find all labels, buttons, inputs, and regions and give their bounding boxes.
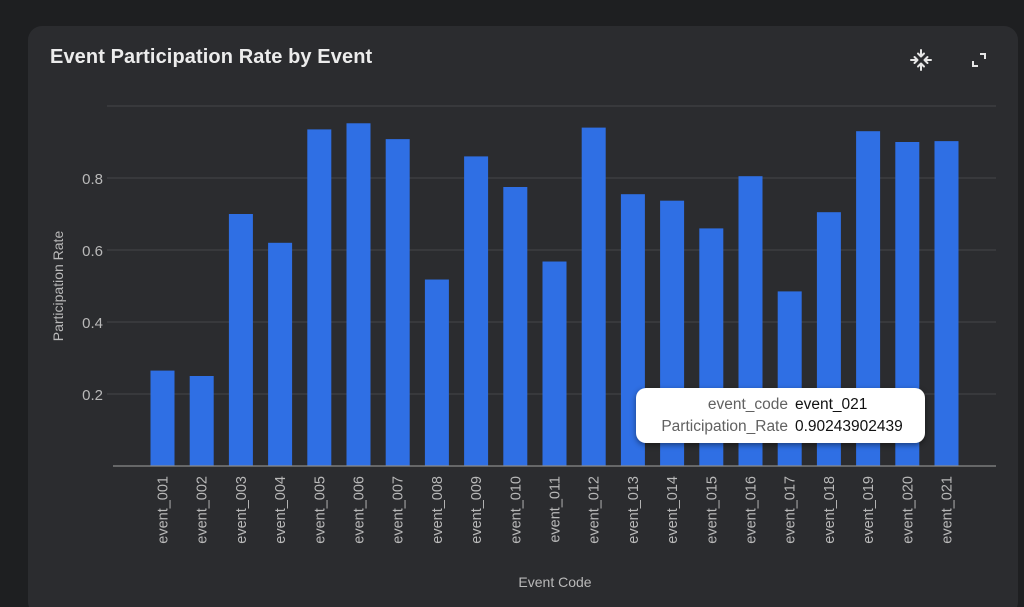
fullscreen-icon[interactable]	[965, 46, 993, 74]
x-tick-label: event_005	[312, 476, 328, 544]
bar[interactable]	[464, 156, 489, 466]
x-axis-title: Event Code	[518, 574, 591, 590]
bar[interactable]	[268, 242, 293, 466]
bar[interactable]	[934, 141, 959, 466]
bar[interactable]	[346, 123, 371, 466]
y-tick-label: 0.2	[82, 387, 103, 404]
x-tick-label: event_015	[704, 476, 720, 544]
bar[interactable]	[228, 214, 253, 466]
x-tick-label: event_017	[783, 476, 799, 544]
bar[interactable]	[581, 127, 606, 466]
bar[interactable]	[189, 376, 214, 466]
x-tick-label: event_008	[430, 476, 446, 544]
bar[interactable]	[150, 370, 175, 466]
tooltip-row-event-code: event_code event_021	[636, 396, 925, 416]
x-tick-label: event_012	[587, 476, 603, 544]
bar[interactable]	[542, 261, 567, 466]
x-tick-label: event_021	[940, 476, 956, 544]
x-tick-label: event_019	[861, 476, 877, 544]
collapse-arrows-icon[interactable]	[907, 46, 935, 74]
x-tick-label: event_007	[391, 476, 407, 544]
x-tick-label: event_016	[744, 476, 760, 544]
x-tick-label: event_006	[352, 476, 368, 544]
x-tick-label: event_009	[469, 476, 485, 544]
x-tick-label: event_020	[900, 476, 916, 544]
bar[interactable]	[307, 129, 332, 466]
y-tick-label: 0.8	[82, 171, 103, 188]
tooltip-row-participation-rate: Participation_Rate 0.90243902439	[636, 418, 925, 438]
chart-tooltip: event_code event_021 Participation_Rate …	[636, 388, 925, 443]
chart-title: Event Participation Rate by Event	[50, 46, 373, 68]
x-tick-label: event_014	[665, 476, 681, 544]
bar[interactable]	[424, 279, 449, 466]
bar[interactable]	[385, 139, 410, 466]
tooltip-value-participation-rate: 0.90243902439	[795, 418, 903, 435]
tooltip-value-event-code: event_021	[795, 396, 868, 413]
y-tick-label: 0.4	[82, 315, 103, 332]
x-tick-label: event_004	[273, 476, 289, 544]
tooltip-key-participation-rate: Participation_Rate	[661, 418, 788, 435]
x-tick-label: event_018	[822, 476, 838, 544]
x-tick-label: event_003	[234, 476, 250, 544]
bar[interactable]	[503, 187, 528, 466]
x-tick-label: event_010	[508, 476, 524, 544]
y-tick-label: 0.6	[82, 243, 103, 260]
y-axis-title: Participation Rate	[50, 231, 66, 342]
x-tick-label: event_001	[156, 476, 172, 544]
x-tick-label: event_013	[626, 476, 642, 544]
x-tick-label: event_011	[548, 476, 564, 543]
x-tick-label: event_002	[195, 476, 211, 544]
tooltip-key-event-code: event_code	[707, 396, 788, 413]
